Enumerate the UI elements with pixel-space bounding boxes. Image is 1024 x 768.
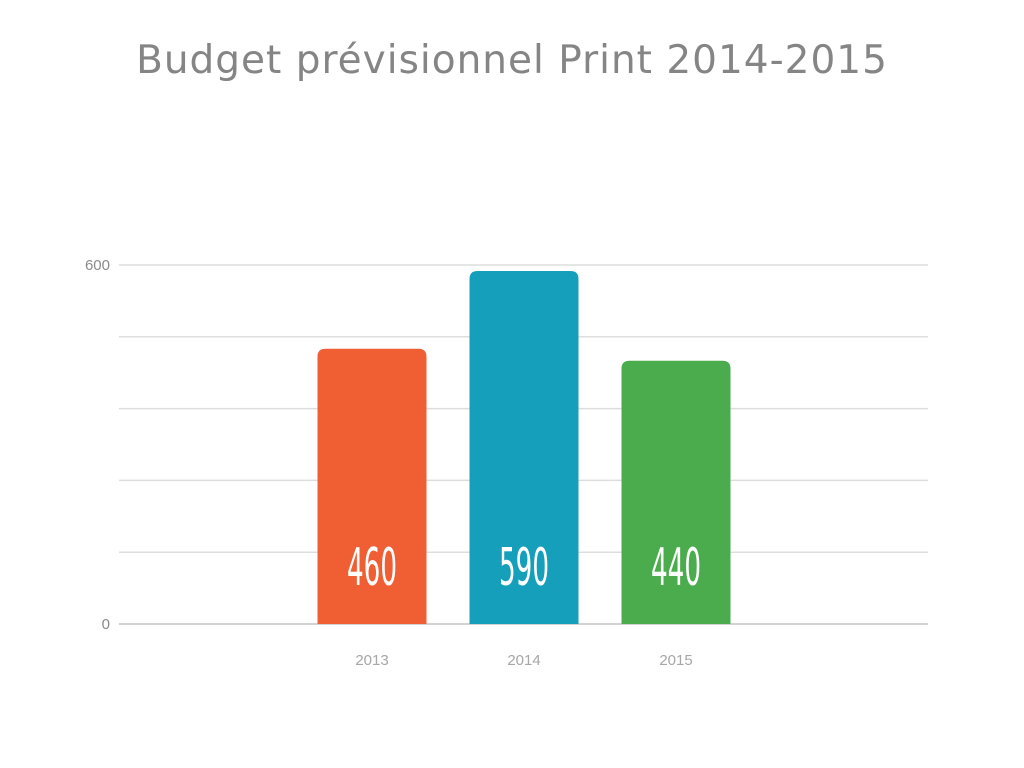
bar-2015 bbox=[621, 360, 731, 624]
data-label-2014: 590 bbox=[499, 538, 549, 598]
bar-2014 bbox=[469, 270, 579, 624]
data-label-2015: 440 bbox=[651, 538, 701, 598]
bar-layer bbox=[317, 270, 731, 624]
chart-title: Budget prévisionnel Print 2014-2015 bbox=[136, 38, 888, 83]
x-tick-label: 2015 bbox=[659, 652, 692, 669]
label-layer: 0 600 460 2013 590 2014 440 2015 bbox=[85, 257, 701, 669]
data-label-2013: 460 bbox=[347, 538, 397, 598]
y-tick-label: 0 bbox=[102, 616, 110, 633]
bar-2013 bbox=[317, 348, 427, 624]
x-tick-label: 2014 bbox=[507, 652, 540, 669]
x-tick-label: 2013 bbox=[355, 652, 388, 669]
y-tick-label: 600 bbox=[85, 257, 110, 274]
